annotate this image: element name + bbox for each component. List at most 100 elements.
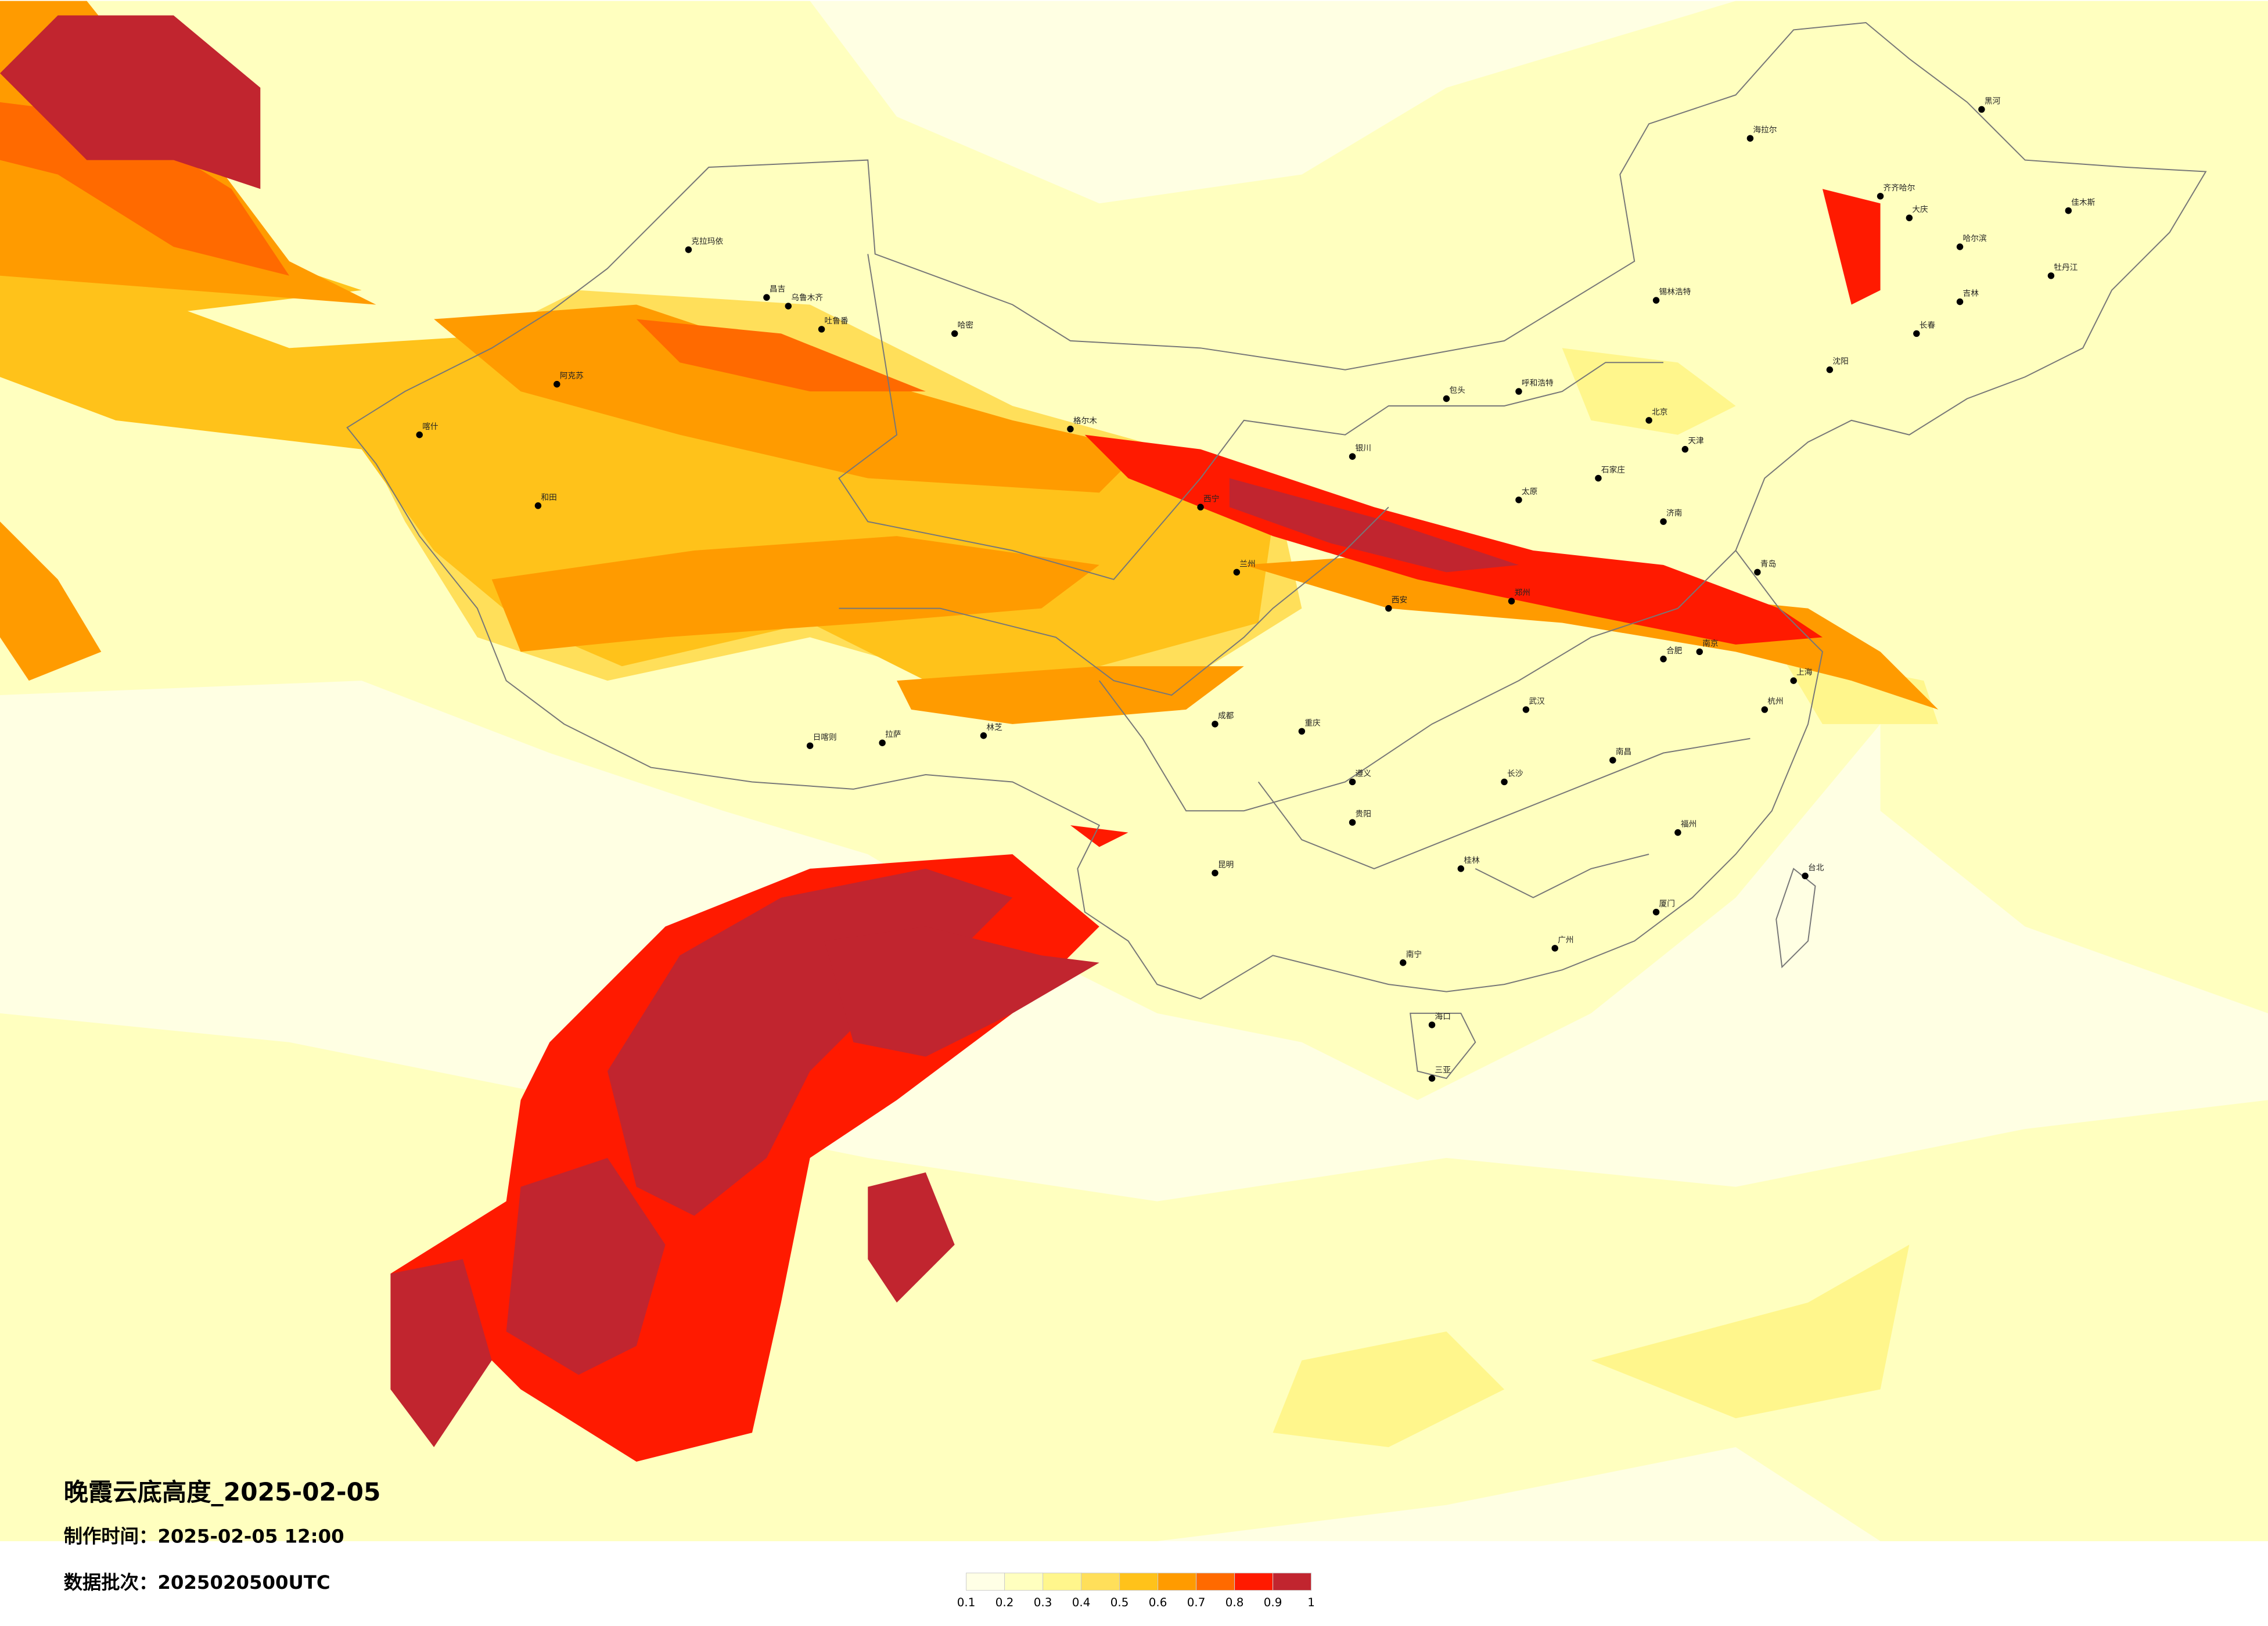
city-label: 南昌	[1616, 747, 1631, 757]
heat-area	[1562, 348, 1736, 435]
city-label: 南宁	[1406, 949, 1422, 959]
city-label: 牡丹江	[2054, 263, 2077, 272]
city-label: 南京	[1702, 639, 1718, 648]
city-label: 贵阳	[1356, 810, 1371, 819]
colorbar-box	[966, 1573, 1005, 1591]
city-dot	[951, 330, 958, 337]
city-dot	[1349, 778, 1356, 786]
city-dot	[1298, 728, 1306, 735]
heat-area	[1070, 825, 1128, 847]
city-label: 合肥	[1666, 646, 1683, 656]
heat-area	[390, 1259, 492, 1448]
city-label: 吉林	[1963, 289, 1979, 298]
city-dot	[1399, 959, 1407, 966]
colorbar-box	[1043, 1573, 1082, 1591]
boundaries	[346, 21, 2207, 1080]
city-label: 包头	[1449, 386, 1465, 395]
city-label: 克拉玛依	[691, 237, 723, 246]
city-label: 天津	[1688, 437, 1704, 446]
city-label: 阿克苏	[560, 372, 584, 381]
city-dot	[785, 303, 792, 310]
city-dot	[1746, 135, 1754, 142]
colorbar-tick-label: 0.6	[1149, 1596, 1167, 1609]
city-label: 太原	[1522, 487, 1537, 497]
city-dot	[879, 739, 886, 746]
heat-area	[506, 1157, 666, 1375]
heat-area	[1243, 550, 1939, 710]
city-dot	[1645, 417, 1652, 424]
city-dot	[1802, 872, 1809, 880]
colorbar-box	[1158, 1573, 1197, 1591]
colorbar-box	[1119, 1573, 1159, 1591]
colorbar-tick-label: 0.1	[957, 1596, 976, 1609]
colorbar-tick-label: 0.8	[1225, 1596, 1244, 1609]
colorbar-tick-label: 0.4	[1072, 1596, 1091, 1609]
city-label: 武汉	[1529, 697, 1545, 706]
city-dot	[1652, 908, 1660, 916]
city-label: 吐鲁番	[825, 316, 849, 326]
city-dot	[1877, 193, 1884, 200]
city-dot	[1674, 829, 1681, 836]
city-label: 哈尔滨	[1963, 234, 1987, 243]
heat-area	[1084, 434, 1823, 645]
city-dot	[1906, 214, 1913, 221]
colorbar-box	[1234, 1573, 1274, 1591]
city-dot	[1978, 106, 1985, 113]
city-dot	[1754, 569, 1761, 576]
city-dot	[1385, 605, 1392, 612]
city-label: 大庆	[1912, 205, 1928, 214]
city-dot	[1551, 945, 1558, 952]
colorbar: 0.1 0.2 0.3 0.4 0.5 0.6 0.7 0.8 0.9 1	[957, 1573, 1315, 1609]
city-label: 呼和浩特	[1522, 379, 1554, 388]
colorbar-tick-label: 0.7	[1187, 1596, 1206, 1609]
city-dot	[1515, 388, 1522, 395]
city-label: 佳木斯	[2071, 198, 2095, 207]
city-dot	[1457, 865, 1465, 872]
city-label: 海口	[1435, 1012, 1451, 1021]
city-dot	[980, 732, 987, 739]
colorbar-box	[1004, 1573, 1044, 1591]
city-dot	[1913, 330, 1920, 337]
city-label: 和田	[541, 493, 556, 502]
city-dot	[818, 326, 825, 333]
city-dot	[1660, 518, 1667, 525]
city-dot	[1522, 706, 1530, 713]
city-label: 拉萨	[885, 730, 901, 739]
city-label: 格尔木	[1073, 416, 1097, 426]
city-label: 乌鲁木齐	[791, 293, 823, 303]
city-dot	[1349, 453, 1356, 460]
heat-area	[897, 666, 1244, 724]
heat-area	[824, 926, 1099, 1057]
city-dot	[1660, 656, 1667, 663]
city-label: 福州	[1681, 820, 1696, 829]
city-dot	[763, 294, 770, 301]
city-label: 重庆	[1304, 718, 1321, 728]
city-dot	[1826, 366, 1834, 373]
city-label: 遵义	[1356, 768, 1372, 778]
city-label: 济南	[1666, 509, 1682, 518]
city-label: 北京	[1652, 408, 1667, 417]
city-label: 长沙	[1507, 769, 1523, 778]
colorbar-box	[1196, 1573, 1235, 1591]
city-dot	[1443, 395, 1450, 402]
colorbar-tick-label: 0.2	[995, 1596, 1014, 1609]
colorbar-tick-label: 0.9	[1264, 1596, 1282, 1609]
city-label: 郑州	[1514, 588, 1530, 598]
city-dot	[534, 502, 542, 509]
city-label: 成都	[1218, 711, 1234, 721]
city-dot	[1428, 1021, 1436, 1028]
city-label: 日喀则	[813, 733, 837, 742]
city-label: 台北	[1808, 863, 1824, 872]
city-dot	[1790, 677, 1797, 684]
city-label: 齐齐哈尔	[1884, 184, 1915, 193]
city-dot	[1595, 474, 1602, 482]
city-label: 沈阳	[1832, 357, 1848, 366]
city-label: 西安	[1392, 596, 1407, 605]
city-label: 西宁	[1203, 494, 1219, 503]
city-dot	[1197, 503, 1204, 511]
city-label: 喀什	[422, 422, 438, 431]
city-dot	[1681, 445, 1689, 453]
heat-layer	[0, 1, 2268, 1541]
heat-area	[434, 304, 1143, 493]
